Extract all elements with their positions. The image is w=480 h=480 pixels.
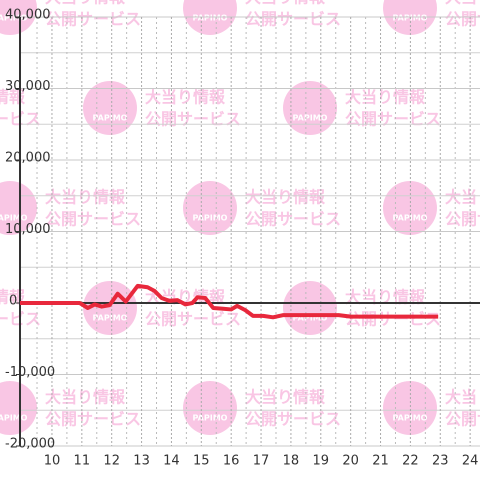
watermark-text: 公開サービス (245, 410, 341, 429)
x-tick-label: 21 (372, 454, 389, 469)
x-tick-label: 23 (432, 454, 449, 469)
watermark-logo (183, 181, 237, 235)
watermark-text: 公開サービス (145, 110, 241, 129)
watermark-brand: PAPIMO (0, 14, 28, 23)
series-line (20, 283, 439, 320)
watermark-text: 大当り情報 (345, 88, 426, 107)
y-tick-label: 20,000 (5, 151, 51, 166)
x-tick-label: 22 (402, 454, 419, 469)
watermark-brand: PAPIMO (0, 214, 28, 223)
watermark-text: 大当り情報 (245, 188, 326, 207)
y-tick-label: -10,000 (5, 365, 55, 380)
watermark-text: 公開サービス (245, 210, 341, 229)
watermark-text: 大当り情報 (45, 0, 126, 7)
watermark-brand: PAPIMO (293, 114, 328, 123)
watermark-logo (83, 281, 137, 335)
watermark-brand: PAPIMO (293, 314, 328, 323)
watermark-brand: PAPIMO (0, 414, 28, 423)
x-tick-label: 11 (74, 454, 91, 469)
x-tick-label: 16 (223, 454, 240, 469)
x-tick-label: 13 (133, 454, 150, 469)
watermark-brand: PAPIMO (193, 214, 228, 223)
watermark-text: 公開サービス (345, 110, 441, 129)
watermark-text: 公開サービス (445, 210, 480, 229)
x-tick-label: 14 (163, 454, 180, 469)
watermark-logo (283, 81, 337, 135)
y-tick-label: 40,000 (5, 8, 51, 23)
watermark-brand: PAPIMO (93, 114, 128, 123)
y-tick-label: 30,000 (5, 79, 51, 94)
x-tick-label: 10 (44, 454, 61, 469)
x-tick-label: 20 (342, 454, 359, 469)
x-tick-label: 24 (462, 454, 479, 469)
watermark-text: 公開サービス (45, 10, 141, 29)
watermark-logo (83, 81, 137, 135)
watermark-text: 大当り情報 (445, 388, 480, 407)
watermark-text: 公開サービス (345, 310, 441, 329)
x-tick-label: 17 (253, 454, 270, 469)
y-tick-label: 10,000 (5, 222, 51, 237)
watermark-brand: PAPIMO (193, 14, 228, 23)
watermark-logo (0, 381, 37, 435)
watermark-text: 大当り情報 (445, 188, 480, 207)
watermark-logo (0, 181, 37, 235)
watermark-text: 公開サービス (145, 310, 241, 329)
watermark-logo (183, 381, 237, 435)
watermark-logo (383, 181, 437, 235)
x-tick-label: 15 (193, 454, 210, 469)
watermark-brand: PAPIMO (193, 414, 228, 423)
x-tick-label: 19 (313, 454, 330, 469)
watermark-text: 公開サービス (45, 410, 141, 429)
watermark-logo (283, 281, 337, 335)
x-tick-label: 12 (103, 454, 120, 469)
watermark-brand: PAPIMO (93, 314, 128, 323)
grid: 10 11 12 13 14 15 16 17 18 19 20 21 22 23 24 (16, 16, 480, 469)
watermark-text: 大当り情報 (45, 388, 126, 407)
watermark-text: 大当り情報 (245, 0, 326, 7)
watermark-text: 大当り情報 (145, 88, 226, 107)
y-tick-label: -20,000 (5, 437, 55, 452)
watermark-logo (383, 381, 437, 435)
watermark-text: 公開サービス (445, 410, 480, 429)
watermark-text: 大当り情報 (45, 188, 126, 207)
watermark-text: 公開サービス (445, 10, 480, 29)
watermark-text: 大当り情報 (445, 0, 480, 7)
y-tick-label: 0 (9, 294, 17, 309)
watermark-text: 大当り情報 (245, 388, 326, 407)
x-tick-label: 18 (283, 454, 300, 469)
plot: -20,000 -10,000 0 10,000 20,000 30,000 40,000 (5, 8, 439, 452)
watermark-text: 公開サービス (45, 210, 141, 229)
watermark-text: 公開サービス (245, 10, 341, 29)
